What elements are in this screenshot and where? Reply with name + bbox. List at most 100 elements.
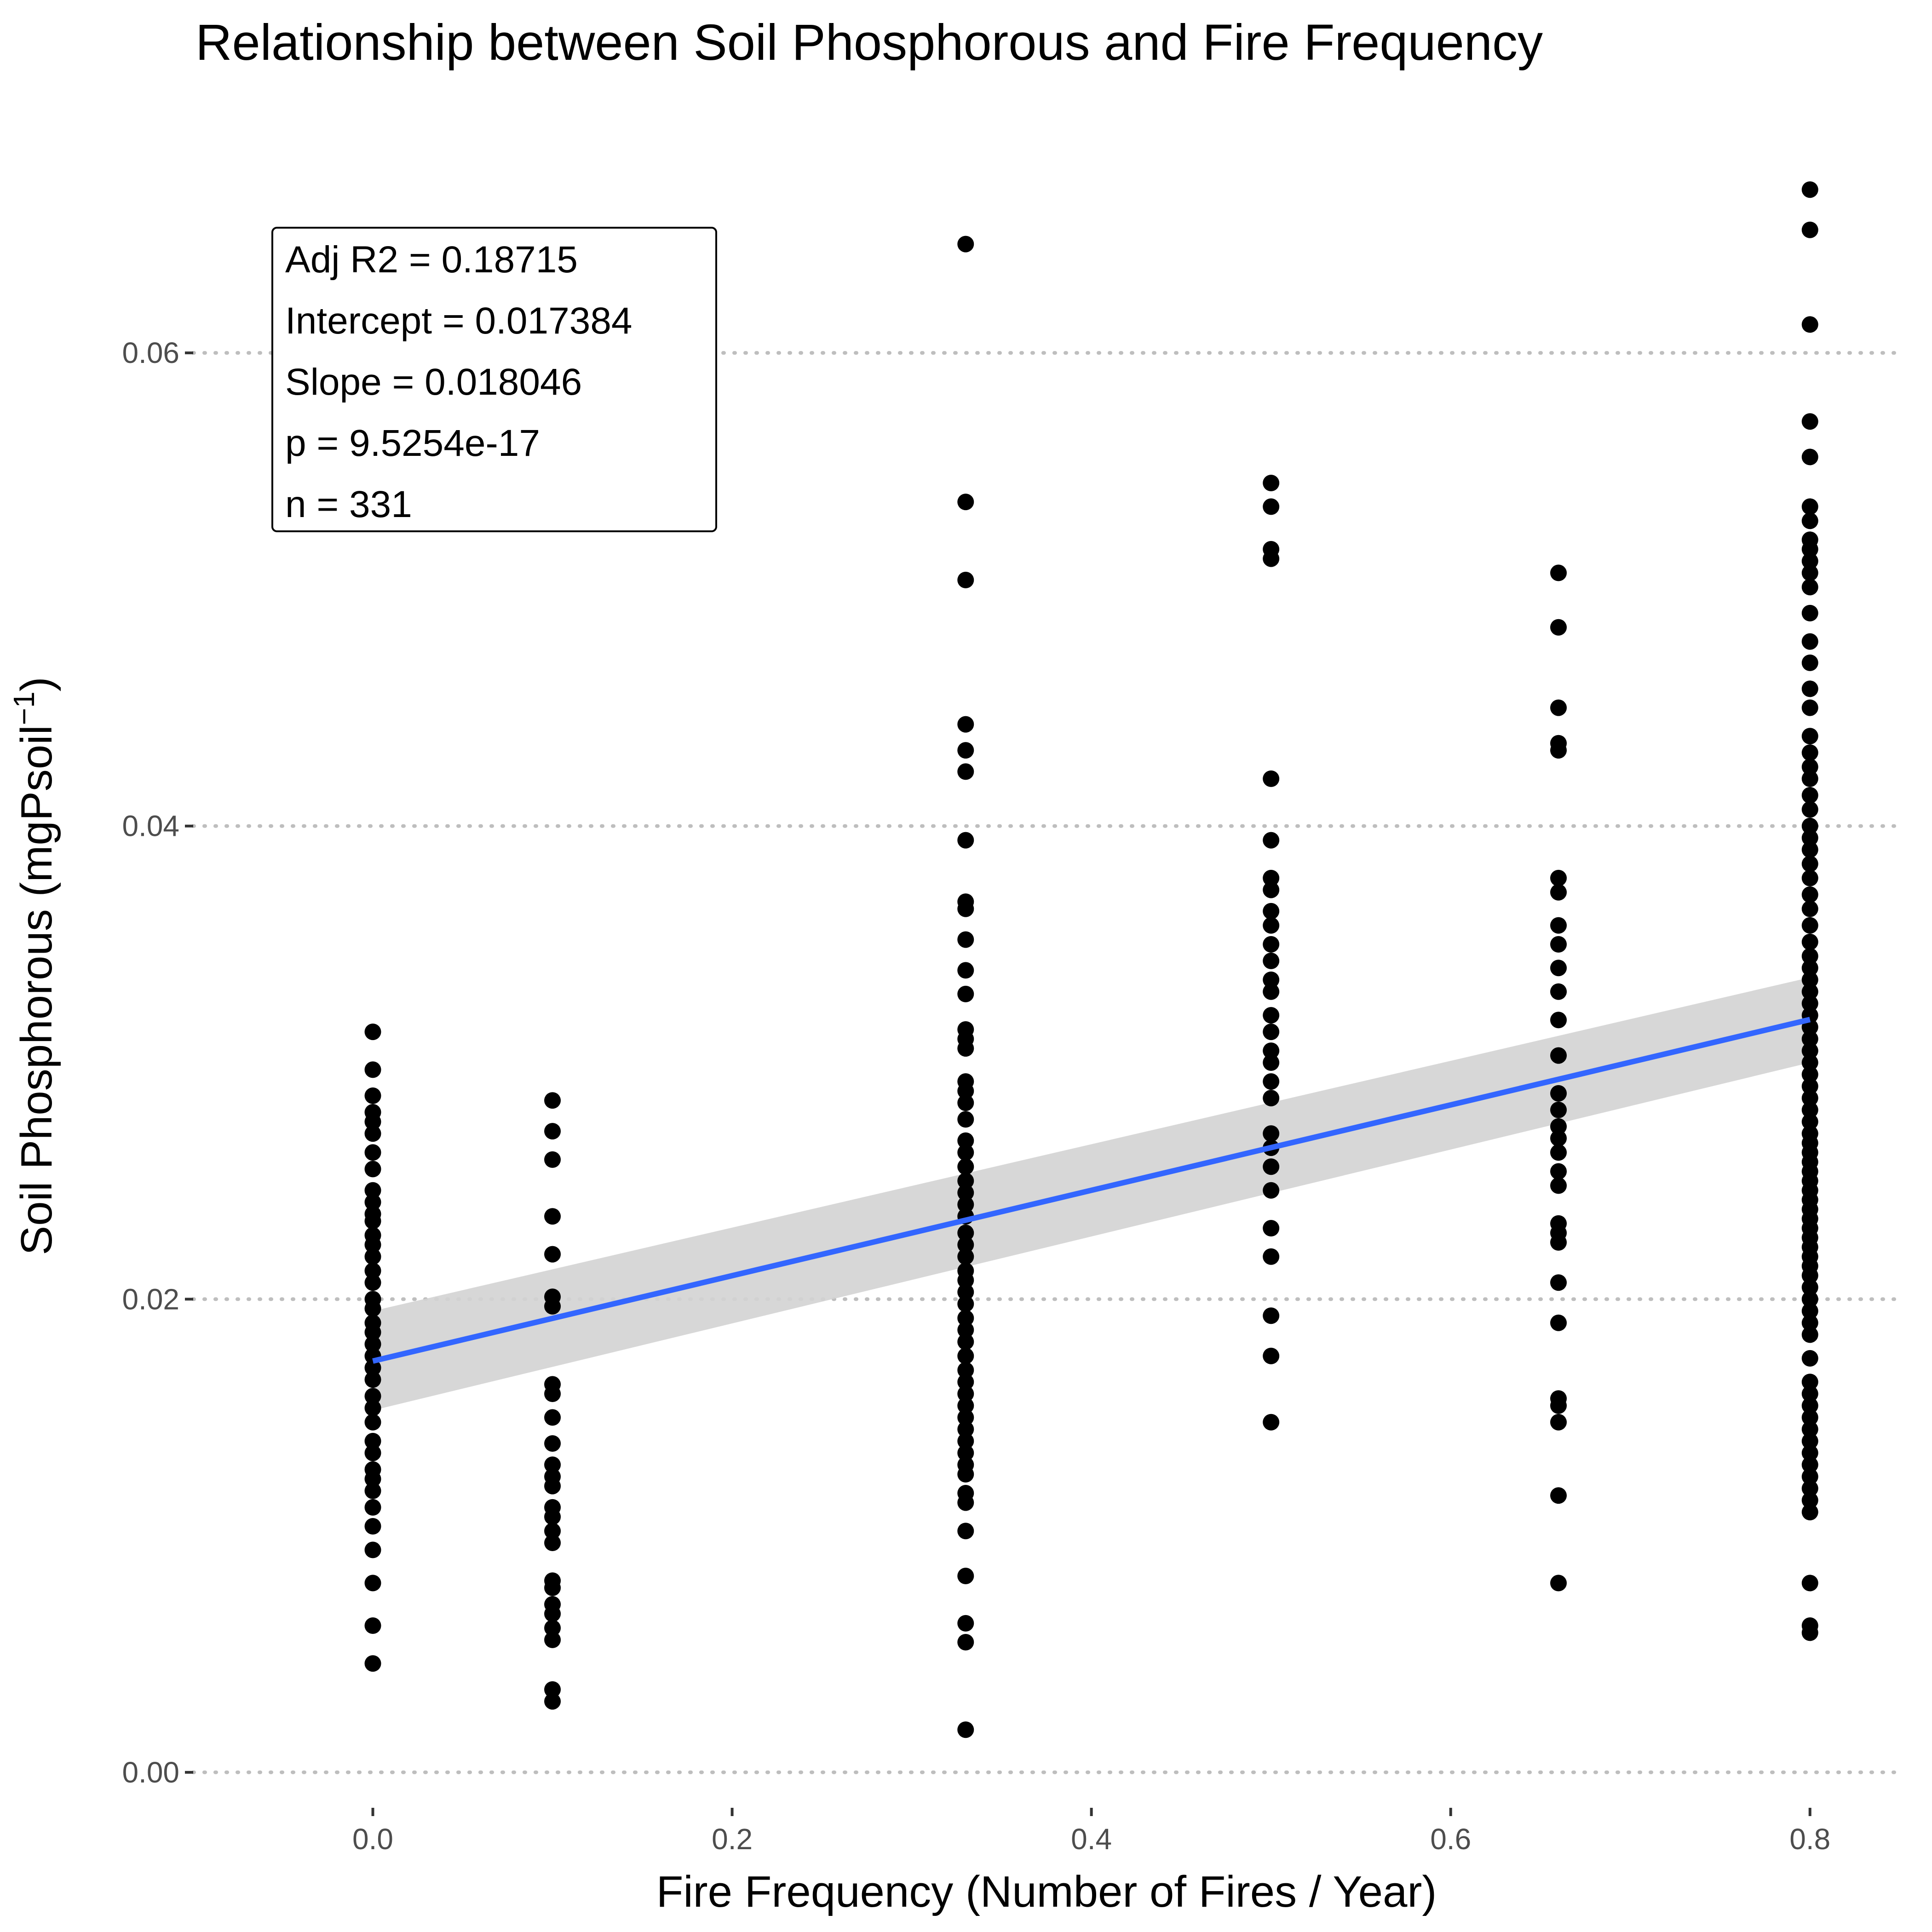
stats-line: Slope = 0.018046 — [285, 361, 582, 403]
data-point — [1801, 1030, 1818, 1047]
data-point — [1550, 1314, 1567, 1331]
data-point — [544, 1208, 561, 1225]
data-point — [1801, 856, 1818, 872]
data-point — [1550, 1414, 1567, 1431]
data-point — [1263, 498, 1280, 515]
data-point — [1263, 1125, 1280, 1142]
data-point — [1801, 1575, 1818, 1592]
data-point — [1801, 512, 1818, 529]
data-point — [544, 1456, 561, 1473]
data-point — [1801, 728, 1818, 745]
data-point — [1263, 881, 1280, 898]
data-point — [1801, 1480, 1818, 1497]
data-point — [1801, 1397, 1818, 1414]
data-point — [1550, 1163, 1567, 1180]
data-point — [1801, 1432, 1818, 1449]
data-point — [364, 1113, 381, 1130]
data-point — [957, 763, 974, 780]
data-point — [544, 1631, 561, 1648]
data-point — [957, 1248, 974, 1265]
data-point — [1801, 564, 1818, 581]
data-point — [1263, 1414, 1280, 1431]
y-tick-label: 0.06 — [122, 336, 179, 369]
data-point — [1550, 1130, 1567, 1147]
data-point — [1801, 448, 1818, 466]
data-point — [364, 1087, 381, 1104]
data-point — [1263, 1347, 1280, 1364]
data-point — [544, 1508, 561, 1525]
data-point — [1550, 1101, 1567, 1118]
data-point — [1550, 917, 1567, 934]
data-point — [957, 1236, 974, 1253]
data-point — [957, 571, 974, 588]
data-point — [364, 1575, 381, 1592]
data-point — [364, 1359, 381, 1376]
data-point — [1801, 680, 1818, 697]
data-point — [957, 900, 974, 917]
data-point — [1263, 770, 1280, 787]
regression-stats-box: Adj R2 = 0.18715 Intercept = 0.017384 Slop… — [271, 227, 717, 532]
data-point — [364, 1125, 381, 1142]
data-point — [544, 1478, 561, 1495]
data-point — [1263, 903, 1280, 920]
data-point — [1550, 1397, 1567, 1414]
data-point — [957, 1374, 974, 1391]
data-point — [1550, 936, 1567, 953]
data-point — [1801, 917, 1818, 934]
confidence-band — [373, 977, 1810, 1410]
data-point — [957, 1082, 974, 1099]
y-axis-title-main: Soil Phosphorous (mgPsoil — [12, 725, 61, 1255]
data-point — [957, 1432, 974, 1449]
data-point — [1801, 1444, 1818, 1461]
data-point — [1801, 1314, 1818, 1331]
data-point — [957, 1184, 974, 1201]
data-point — [364, 1414, 381, 1431]
data-point — [957, 1310, 974, 1327]
data-point — [1550, 884, 1567, 901]
data-point — [1550, 699, 1567, 716]
data-point — [1263, 1024, 1280, 1041]
data-point — [957, 1523, 974, 1540]
data-point — [364, 1444, 381, 1461]
data-point — [544, 1605, 561, 1622]
data-point — [1801, 604, 1818, 621]
data-point — [1550, 742, 1567, 759]
data-point — [1801, 1113, 1818, 1130]
data-point — [1550, 1177, 1567, 1194]
data-point — [1801, 1279, 1818, 1296]
data-point — [364, 1655, 381, 1672]
data-point — [957, 1397, 974, 1414]
data-point — [364, 1617, 381, 1634]
data-point — [1801, 995, 1818, 1012]
data-point — [364, 1300, 381, 1317]
data-point — [544, 1681, 561, 1698]
data-points — [364, 181, 1818, 1738]
data-point — [1801, 1326, 1818, 1343]
data-point — [1263, 1158, 1280, 1175]
data-point — [1801, 1468, 1818, 1485]
data-point — [957, 236, 974, 253]
data-point — [1801, 1350, 1818, 1367]
data-point — [1550, 1575, 1567, 1592]
data-point — [364, 1388, 381, 1405]
data-point — [1550, 1047, 1567, 1064]
data-point — [364, 1213, 381, 1230]
data-point — [957, 962, 974, 979]
data-point — [1550, 1234, 1567, 1251]
data-point — [1801, 654, 1818, 671]
data-point — [544, 1579, 561, 1596]
data-point — [1801, 817, 1818, 834]
stats-line: Intercept = 0.017384 — [285, 300, 632, 342]
data-point — [1801, 1267, 1818, 1284]
axes: 0.00 0.02 0.04 0.06 0.0 0.2 0.4 0.6 0.8 — [122, 336, 1830, 1856]
data-point — [1801, 1456, 1818, 1473]
data-point — [1801, 869, 1818, 886]
y-axis-title: Soil Phosphorous (mgPsoil−1) — [7, 677, 61, 1255]
data-point — [544, 1409, 561, 1426]
data-point — [1801, 759, 1818, 776]
data-point — [1801, 413, 1818, 430]
data-point — [1801, 1066, 1818, 1083]
data-point — [1550, 1144, 1567, 1161]
data-point — [1263, 1248, 1280, 1265]
